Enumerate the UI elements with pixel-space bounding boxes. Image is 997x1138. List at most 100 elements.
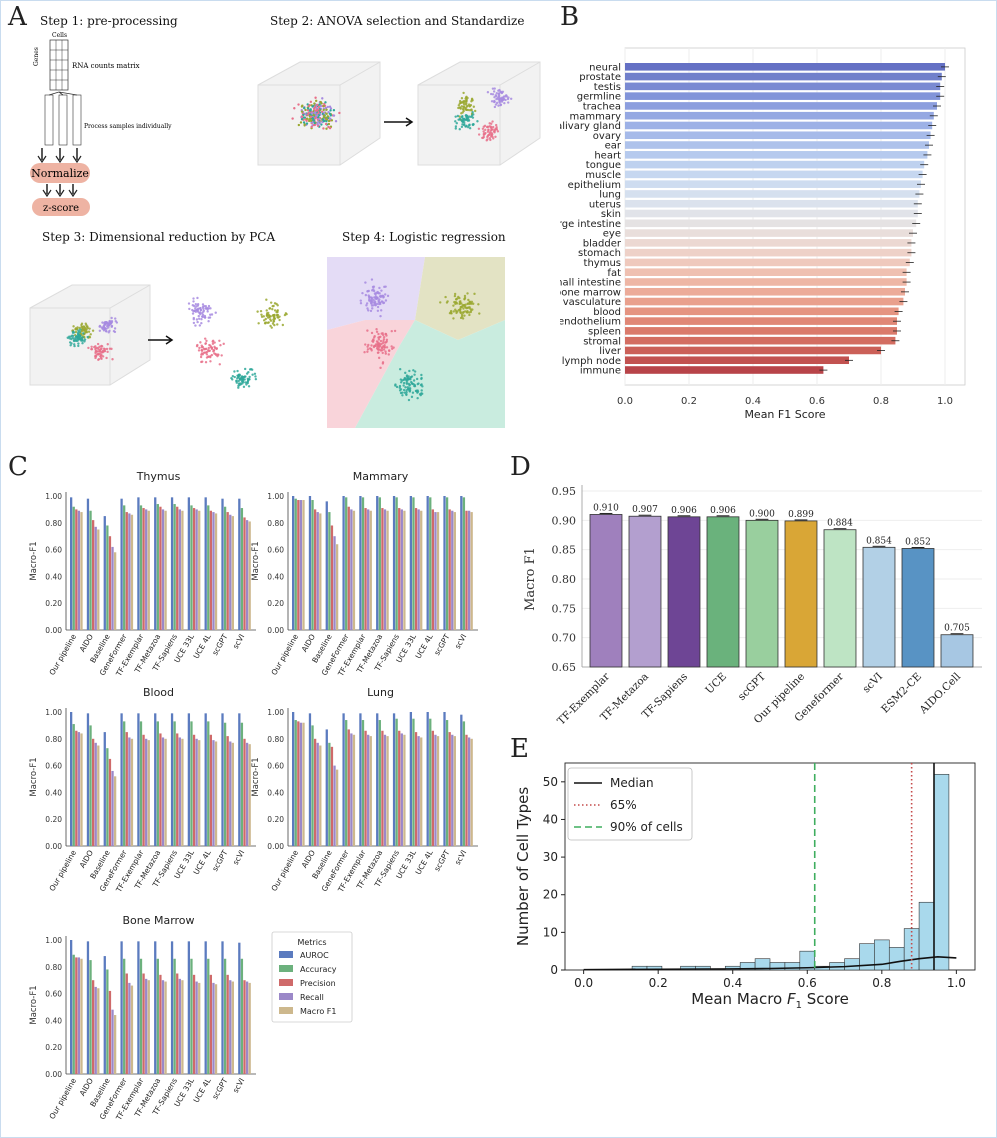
scatter-point <box>214 311 217 314</box>
metric-bar <box>173 958 176 1074</box>
scatter-point <box>461 317 465 320</box>
metric-bar <box>77 732 81 846</box>
scatter-point <box>318 122 322 125</box>
scatter-point <box>486 90 490 94</box>
scatter-point <box>200 349 204 352</box>
scatter-point <box>71 331 75 334</box>
scatter-point <box>105 347 109 351</box>
scatter-point <box>102 329 106 332</box>
metric-bar <box>465 734 468 846</box>
scatter-point <box>365 302 369 305</box>
scatter-point <box>72 325 75 328</box>
scatter-point <box>317 114 321 117</box>
histogram-bar <box>695 965 711 971</box>
scatter-point <box>465 306 468 310</box>
scatter-point <box>309 108 312 111</box>
scatter-point <box>461 123 464 126</box>
scatter-point <box>310 112 314 115</box>
scatter-point <box>84 322 87 325</box>
scatter-point <box>254 375 257 378</box>
scatter-point <box>444 295 447 299</box>
scatter-point <box>82 332 85 335</box>
legend-label: Accuracy <box>300 965 337 974</box>
metric-bar <box>130 514 134 630</box>
step2-title: Step 2: ANOVA selection and Standardize <box>270 14 525 28</box>
bar <box>625 356 849 365</box>
scatter-point <box>467 298 470 302</box>
metric-bar <box>207 505 210 630</box>
metric-bar <box>400 733 403 846</box>
bar <box>625 111 934 120</box>
scatter-point <box>192 318 195 321</box>
scatter-point <box>439 301 442 304</box>
category-label: Our pipeline <box>47 848 78 893</box>
step3-title: Step 3: Dimensional reduction by PCA <box>42 230 276 244</box>
scatter-point <box>265 298 268 301</box>
category-label: UCE 4L <box>414 848 436 876</box>
scatter-point <box>78 334 82 338</box>
metric-bar <box>173 721 176 846</box>
scatter-point <box>457 295 460 299</box>
scatter-point <box>370 301 373 305</box>
scatter-point <box>311 105 314 108</box>
normalize-label: Normalize <box>31 167 89 180</box>
value-label: 0.899 <box>788 510 814 520</box>
category-label: heart <box>594 150 621 161</box>
scatter-point <box>322 127 325 130</box>
metric-bar <box>470 512 473 630</box>
metric-bar <box>173 504 176 630</box>
scatter-point <box>325 108 328 111</box>
metric-bar <box>383 509 387 630</box>
metric-bar <box>94 742 97 846</box>
y-tick-label: 0.65 <box>552 661 577 674</box>
category-label: tongue <box>586 160 621 171</box>
metric-bar <box>103 732 106 846</box>
scatter-point <box>453 300 456 304</box>
scatter-point <box>468 301 472 304</box>
metric-bar <box>106 525 109 630</box>
subplot-title: Mammary <box>353 470 409 483</box>
scatter-point <box>370 344 373 347</box>
scatter-point <box>197 317 201 320</box>
scatter-point <box>375 330 379 334</box>
scatter-point <box>205 347 208 351</box>
metric-bar <box>161 737 165 846</box>
scatter-point <box>503 101 506 105</box>
metric-bar <box>308 496 312 630</box>
scatter-point <box>307 111 310 115</box>
metric-bar <box>89 510 92 630</box>
scatter-point <box>376 309 380 313</box>
metric-bar <box>139 721 143 846</box>
metric-bar <box>154 497 157 630</box>
scatter-point <box>263 321 267 325</box>
histogram-bar <box>874 939 890 971</box>
scatter-point <box>495 127 498 130</box>
scatter-point <box>66 336 69 339</box>
scatter-point <box>470 300 474 304</box>
bar <box>625 131 931 140</box>
scatter-point <box>77 329 80 332</box>
category-label: Our pipeline <box>47 632 78 677</box>
category-label: immune <box>580 366 621 377</box>
scatter-point <box>463 297 466 301</box>
metric-bar <box>80 958 83 1074</box>
scatter-point <box>453 292 457 296</box>
scatter-point <box>198 324 202 327</box>
metric-bar <box>125 732 128 846</box>
category-label: AIDO <box>78 1076 95 1097</box>
scatter-point <box>465 101 468 105</box>
scatter-point <box>372 345 376 349</box>
scatter-point <box>326 115 329 118</box>
scatter-point <box>380 309 383 312</box>
scatter-point <box>209 355 212 358</box>
metric-bar <box>367 509 370 630</box>
scatter-point <box>209 307 212 310</box>
scatter-point <box>466 96 469 100</box>
bar <box>625 229 913 237</box>
scatter-point <box>496 130 500 133</box>
metric-bar <box>72 954 75 1074</box>
metric-bar <box>89 960 92 1074</box>
metric-bar <box>434 512 437 630</box>
scatter-point <box>222 342 225 346</box>
scatter-point <box>207 316 210 319</box>
